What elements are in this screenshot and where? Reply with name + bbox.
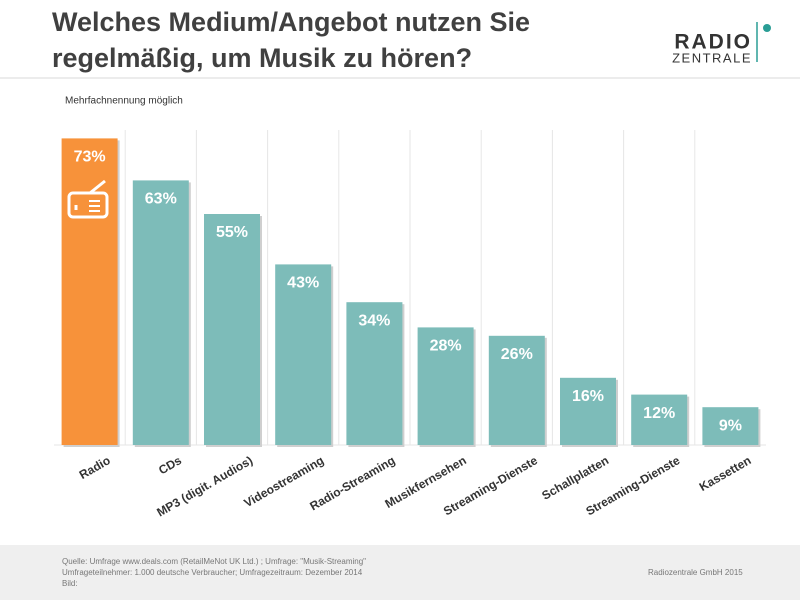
footer [0, 545, 800, 600]
logo-dot [763, 24, 771, 32]
footer-copyright: Radiozentrale GmbH 2015 [648, 568, 743, 577]
value-label: 28% [430, 338, 462, 355]
x-tick-label: Radio [77, 453, 113, 482]
bar [631, 394, 688, 445]
bar [132, 180, 189, 445]
logo-text: RADIO [674, 31, 752, 54]
value-label: 43% [287, 275, 319, 292]
bar [275, 264, 332, 445]
x-tick-label: CDs [156, 453, 184, 477]
value-label: 9% [719, 417, 742, 434]
value-label: 26% [501, 346, 533, 363]
footer-source: Umfrageteilnehmer: 1.000 deutsche Verbra… [62, 568, 363, 577]
bar [61, 138, 118, 445]
value-label: 55% [216, 224, 248, 241]
bar [204, 214, 260, 445]
bar [702, 407, 759, 445]
radio-icon [67, 179, 109, 219]
bar [560, 377, 616, 445]
chart-title: Welches Medium/Angebot nutzen Sie [52, 7, 530, 37]
bar [417, 327, 474, 445]
x-tick-label: Kassetten [697, 453, 754, 494]
value-label: 63% [145, 191, 177, 208]
x-tick-label: Schallplatten [539, 453, 611, 502]
footer-source: Quelle: Umfrage www.deals.com (RetailMeN… [62, 557, 366, 566]
value-label: 12% [643, 405, 675, 422]
value-label: 16% [572, 388, 604, 405]
bar [488, 335, 545, 445]
bar [346, 302, 403, 445]
chart-title: regelmäßig, um Musik zu hören? [52, 43, 472, 73]
footer-source: Bild: [62, 579, 78, 588]
logo-text: ZENTRALE [672, 50, 752, 65]
value-label: 34% [358, 312, 390, 329]
subtitle: Mehrfachnennung möglich [65, 96, 183, 107]
value-label: 73% [74, 149, 106, 166]
